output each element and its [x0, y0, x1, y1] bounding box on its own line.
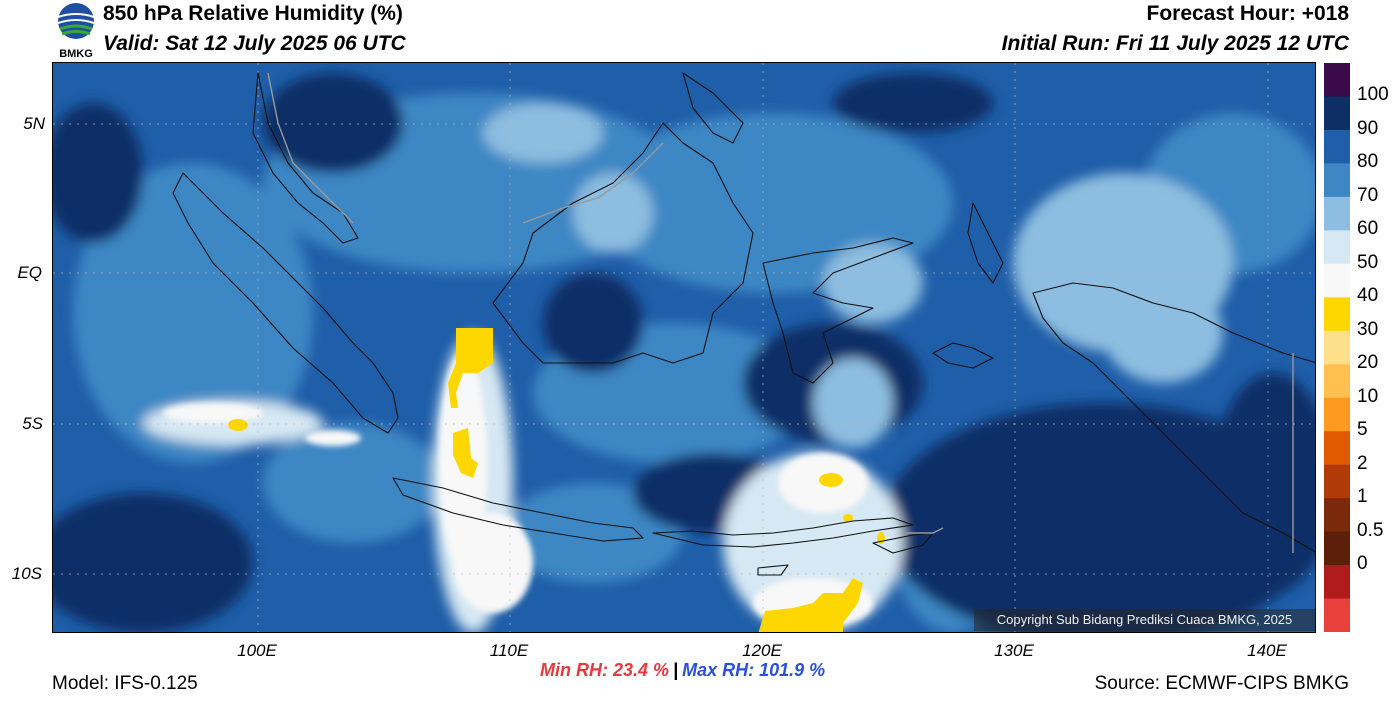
coastline-halmahera — [967, 202, 1004, 284]
coastline-timor — [872, 532, 934, 554]
colorbar-swatch — [1324, 565, 1350, 600]
lat-label-10s: 10S — [11, 564, 42, 583]
colorbar-label: 100 — [1357, 84, 1389, 106]
colorbar-label: 0 — [1357, 553, 1368, 575]
lon-label-130e: 130E — [994, 641, 1034, 660]
colorbar-swatch — [1324, 297, 1350, 332]
max-rh: Max RH: 101.9 % — [682, 660, 826, 680]
colorbar-label: 30 — [1357, 318, 1379, 340]
logo-text: BMKG — [59, 48, 93, 59]
coastline-sumatra — [172, 172, 399, 434]
coastline-sulawesi — [762, 237, 914, 384]
lat-label-eq: EQ — [17, 263, 42, 282]
colorbar-swatch — [1324, 96, 1350, 131]
colorbar-label: 1 — [1357, 486, 1368, 508]
colorbar-label: 0.5 — [1357, 519, 1384, 541]
colorbar-swatch — [1324, 498, 1350, 533]
lon-label-140e: 140E — [1247, 641, 1287, 660]
map-field — [53, 63, 1315, 632]
colorbar-swatch — [1324, 364, 1350, 399]
colorbar-label: 50 — [1357, 251, 1379, 273]
colorbar-swatch — [1324, 196, 1350, 231]
coastline-malaya — [252, 72, 359, 244]
colorbar-swatch — [1324, 129, 1350, 164]
colorbar-label: 2 — [1357, 452, 1368, 474]
colorbar-swatch — [1324, 464, 1350, 499]
coastline-maluku — [932, 342, 994, 369]
coastline-sumba — [757, 564, 789, 576]
colorbar-label: 20 — [1357, 352, 1379, 374]
initial-run: Initial Run: Fri 11 July 2025 12 UTC — [1001, 32, 1349, 55]
copyright-notice: Copyright Sub Bidang Prediksi Cuaca BMKG… — [974, 609, 1315, 631]
lon-label-100e: 100E — [237, 641, 277, 660]
bmkg-logo: BMKG — [57, 3, 95, 59]
humidity-map — [52, 62, 1316, 633]
chart-title: 850 hPa Relative Humidity (%) — [103, 2, 403, 25]
colorbar-swatch — [1324, 598, 1350, 632]
coastline-borneo — [492, 122, 754, 364]
forecast-hour: Forecast Hour: +018 — [1146, 2, 1350, 25]
colorbar-swatch — [1324, 531, 1350, 566]
colorbar-swatch — [1324, 230, 1350, 265]
colorbar-label: 40 — [1357, 285, 1379, 307]
min-rh: Min RH: 23.4 % — [540, 660, 670, 680]
lon-label-110e: 110E — [489, 641, 529, 660]
colorbar-label: 90 — [1357, 117, 1379, 139]
colorbar-swatch — [1324, 397, 1350, 432]
colorbar-label: 80 — [1357, 151, 1379, 173]
colorbar-swatch — [1324, 330, 1350, 365]
coastline-papua — [1032, 282, 1315, 553]
lon-label-120e: 120E — [742, 641, 782, 660]
colorbar-label: 5 — [1357, 419, 1368, 441]
lat-label-5n: 5N — [23, 114, 45, 133]
colorbar-label: 70 — [1357, 184, 1379, 206]
colorbar-swatch — [1324, 163, 1350, 198]
colorbar-swatch — [1324, 63, 1350, 97]
source-label: Source: ECMWF-CIPS BMKG — [1094, 673, 1349, 694]
coastline-nusa-tenggara — [652, 517, 914, 548]
colorbar-swatch — [1324, 263, 1350, 298]
coastline-philippines — [682, 72, 744, 144]
rh-stats: Min RH: 23.4 % | Max RH: 101.9 % — [540, 660, 825, 681]
colorbar-label: 60 — [1357, 218, 1379, 240]
model-label: Model: IFS-0.125 — [52, 673, 198, 694]
stats-separator: | — [673, 660, 679, 680]
colorbar — [1324, 63, 1350, 632]
coastline-java — [392, 477, 644, 542]
colorbar-label: 10 — [1357, 385, 1379, 407]
colorbar-swatch — [1324, 431, 1350, 466]
valid-time: Valid: Sat 12 July 2025 06 UTC — [103, 32, 406, 55]
lat-label-5s: 5S — [22, 414, 43, 433]
